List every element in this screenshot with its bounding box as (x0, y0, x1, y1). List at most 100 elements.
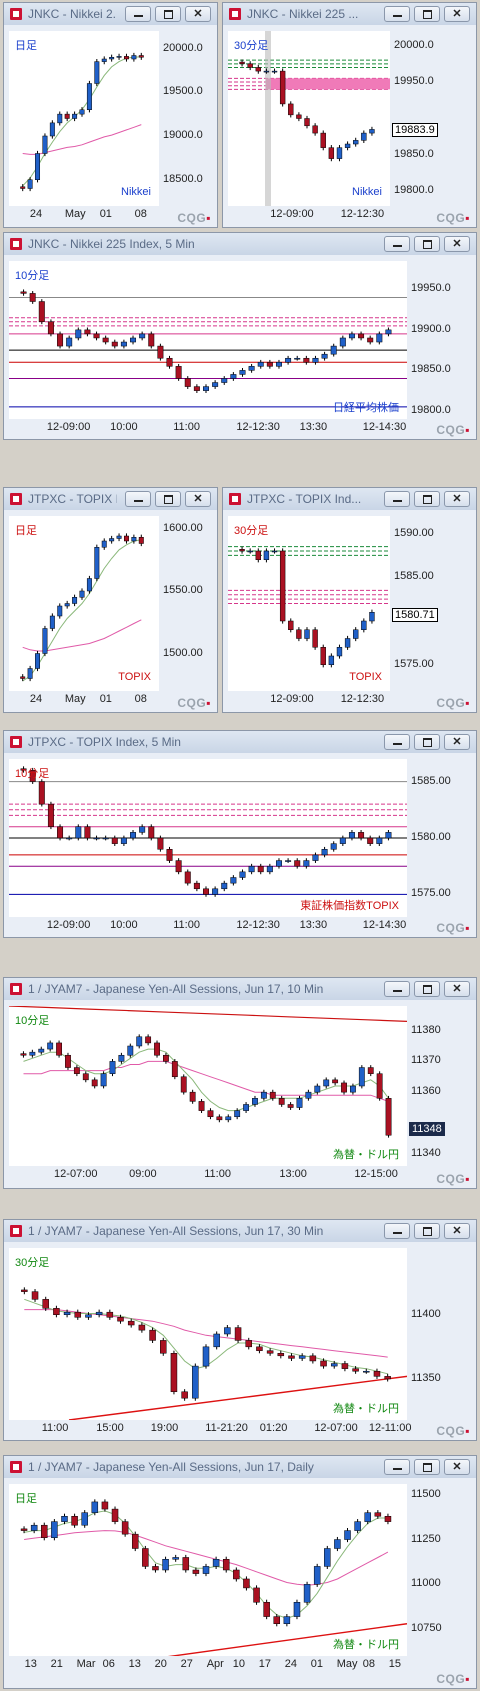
maximize-button[interactable] (414, 981, 440, 997)
maximize-button[interactable] (414, 1223, 440, 1239)
chart-plot[interactable] (9, 759, 407, 917)
title-bar[interactable]: JNKC - Nikkei 2... ✕ (4, 3, 217, 25)
candle-body (222, 1559, 230, 1571)
close-button[interactable]: ✕ (185, 491, 211, 507)
candle-body (339, 337, 346, 347)
title-bar[interactable]: 1 / JYAM7 - Japanese Yen-All Sessions, J… (4, 1220, 476, 1242)
index-label: 為替・ドル円 (333, 1149, 399, 1161)
chart-plot[interactable] (9, 1484, 407, 1656)
candle-body (369, 129, 375, 134)
x-tick-label: 24 (284, 1658, 297, 1670)
candle-body (138, 55, 144, 58)
maximize-button[interactable] (414, 734, 440, 750)
maximize-button[interactable] (155, 6, 181, 22)
cqg-mark-icon: ▪ (465, 696, 470, 710)
candle-body (367, 337, 374, 343)
y-tick-label: 1500.00 (163, 646, 203, 659)
resistance-band (266, 78, 390, 90)
candle-body (84, 329, 91, 335)
minimize-button[interactable] (384, 491, 410, 507)
candle-body (279, 550, 286, 622)
y-tick-label: 18500.0 (163, 172, 203, 185)
x-tick-label: 12-12:30 (236, 421, 280, 433)
minimize-button[interactable] (125, 6, 151, 22)
candle-body (358, 1067, 365, 1087)
chart-plot[interactable] (228, 31, 390, 206)
chart-plot[interactable] (9, 516, 159, 691)
title-bar[interactable]: 1 / JYAM7 - Japanese Yen-All Sessions, J… (4, 1456, 476, 1478)
minimize-button[interactable] (384, 6, 410, 22)
candle-body (86, 578, 92, 592)
x-tick-label: 11:00 (173, 919, 200, 931)
cqg-mark-icon: ▪ (465, 423, 470, 437)
candle-body (376, 333, 383, 343)
chart-plot[interactable] (9, 1006, 407, 1166)
candle-body (192, 1365, 199, 1399)
title-bar[interactable]: JTPXC - TOPIX Ind... ✕ (223, 488, 476, 510)
maximize-button[interactable] (414, 1459, 440, 1475)
candle-body (212, 888, 219, 895)
close-button[interactable]: ✕ (444, 1223, 470, 1239)
x-tick-label: 11:00 (173, 421, 200, 433)
y-axis: 20000.0 19950.0 19850.0 19800.0 (394, 31, 454, 206)
maximize-button[interactable] (414, 491, 440, 507)
cqg-mark-icon: ▪ (465, 1172, 470, 1186)
y-tick-label: 20000.0 (394, 38, 434, 51)
candle-body (91, 1079, 98, 1087)
candle-body (127, 1045, 134, 1056)
x-tick-label: 12-09:00 (270, 693, 314, 705)
x-tick-label: 08 (134, 208, 147, 220)
candle-body (224, 1327, 231, 1335)
candle-body (321, 849, 328, 856)
title-bar[interactable]: JNKC - Nikkei 225 Index, 5 Min ✕ (4, 233, 476, 255)
chart-plot[interactable] (228, 516, 390, 691)
close-button[interactable]: ✕ (444, 6, 470, 22)
candle-body (260, 1091, 267, 1099)
maximize-button[interactable] (414, 236, 440, 252)
close-button[interactable]: ✕ (185, 6, 211, 22)
maximize-button[interactable] (155, 491, 181, 507)
close-button[interactable]: ✕ (444, 734, 470, 750)
candle-body (120, 837, 127, 844)
candle-body (233, 1569, 240, 1580)
candle-body (207, 1110, 214, 1118)
chart-plot[interactable] (9, 31, 159, 206)
minimize-button[interactable] (384, 1459, 410, 1475)
y-tick-label: 19950.0 (394, 75, 434, 88)
candle-body (336, 147, 343, 159)
close-button[interactable]: ✕ (444, 236, 470, 252)
window-title: JNKC - Nikkei 225 Index, 5 Min (28, 237, 195, 251)
candle-body (131, 55, 137, 60)
close-button[interactable]: ✕ (444, 491, 470, 507)
window-w3: JNKC - Nikkei 225 Index, 5 Min ✕ 19950.0… (3, 232, 477, 440)
title-bar[interactable]: JNKC - Nikkei 225 ... ✕ (223, 3, 476, 25)
candle-body (71, 1516, 78, 1526)
minimize-button[interactable] (384, 734, 410, 750)
candle-body (252, 1098, 258, 1105)
chart-plot[interactable] (9, 261, 407, 419)
close-button[interactable]: ✕ (444, 1459, 470, 1475)
minimize-button[interactable] (384, 236, 410, 252)
y-axis: 11400 11350 (411, 1248, 471, 1420)
title-bar[interactable]: JTPXC - TOPIX Index, 5 Min ✕ (4, 731, 476, 753)
sma-slow-line (23, 1060, 389, 1102)
chart-plot[interactable] (9, 1248, 407, 1420)
minimize-button[interactable] (384, 981, 410, 997)
cqg-logo: CQG▪ (436, 1424, 470, 1438)
candle-body (160, 1340, 167, 1354)
index-label: 日経平均株価 (333, 402, 399, 414)
minimize-button[interactable] (384, 1223, 410, 1239)
chart-svg (9, 289, 407, 408)
maximize-button[interactable] (414, 6, 440, 22)
candle-body (152, 1566, 159, 1571)
candle-body (116, 56, 122, 58)
candle-body (296, 629, 302, 639)
app-icon (229, 8, 241, 20)
cqg-logo: CQG▪ (436, 211, 470, 225)
minimize-button[interactable] (125, 491, 151, 507)
close-button[interactable]: ✕ (444, 981, 470, 997)
candle-body (49, 615, 55, 629)
cqg-logo-text: CQG (177, 211, 207, 225)
title-bar[interactable]: 1 / JYAM7 - Japanese Yen-All Sessions, J… (4, 978, 476, 1000)
title-bar[interactable]: JTPXC - TOPIX In... ✕ (4, 488, 217, 510)
